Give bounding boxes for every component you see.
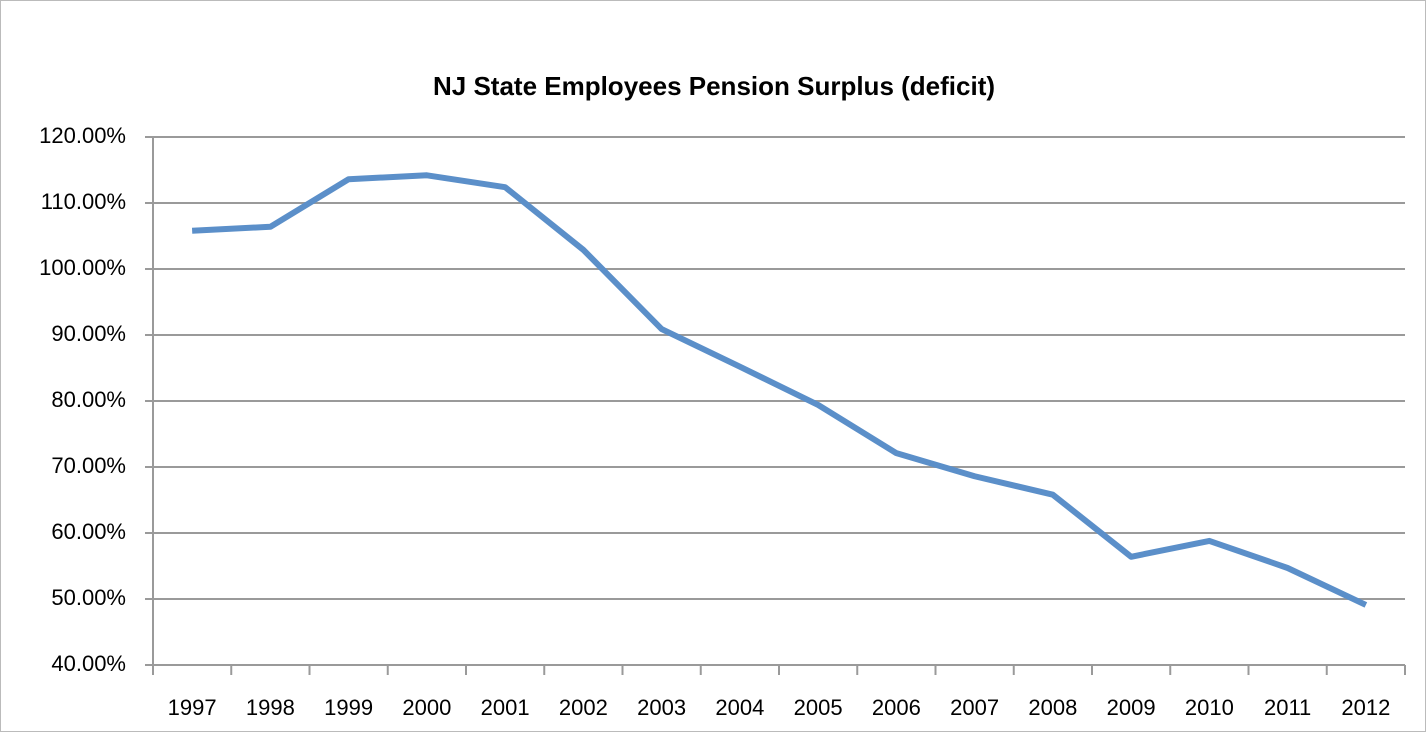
x-tick-label: 1997 (168, 695, 217, 720)
x-tick-label: 2012 (1341, 695, 1390, 720)
y-tick-label: 80.00% (51, 387, 126, 412)
y-tick-label: 100.00% (39, 255, 126, 280)
y-tick-label: 70.00% (51, 453, 126, 478)
x-tick-label: 2004 (715, 695, 764, 720)
x-tick-label: 2003 (637, 695, 686, 720)
x-tick-label: 2002 (559, 695, 608, 720)
y-tick-label: 50.00% (51, 585, 126, 610)
x-tick-label: 1998 (246, 695, 295, 720)
chart-title: NJ State Employees Pension Surplus (defi… (433, 71, 995, 101)
x-tick-label: 2007 (950, 695, 999, 720)
series-line (191, 172, 1368, 608)
x-tick-label: 2005 (794, 695, 843, 720)
x-tick-label: 1999 (324, 695, 373, 720)
y-tick-label: 120.00% (39, 123, 126, 148)
y-tick-label: 60.00% (51, 519, 126, 544)
y-tick-label: 40.00% (51, 651, 126, 676)
x-tick-label: 2006 (872, 695, 921, 720)
y-tick-label: 90.00% (51, 321, 126, 346)
x-tick-label: 2008 (1028, 695, 1077, 720)
x-tick-label: 2000 (402, 695, 451, 720)
x-tick-label: 2010 (1185, 695, 1234, 720)
y-tick-label: 110.00% (41, 189, 126, 214)
x-tick-label: 2011 (1264, 695, 1311, 720)
x-tick-label: 2001 (481, 695, 530, 720)
x-tick-label: 2009 (1107, 695, 1156, 720)
